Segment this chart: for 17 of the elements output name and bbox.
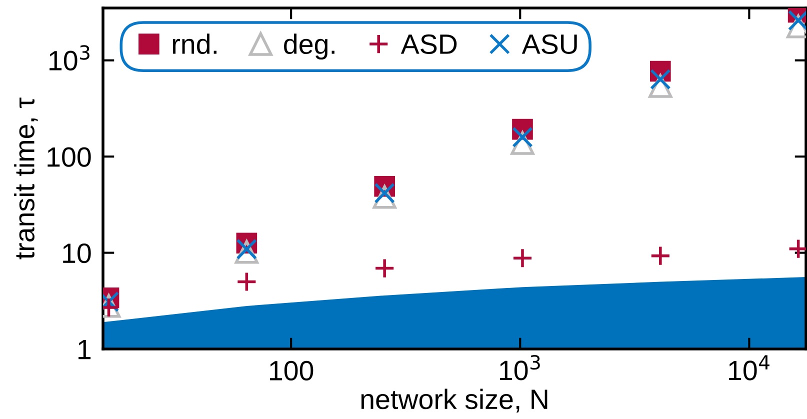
point [650, 245, 671, 266]
x-axis-title: network size, N [361, 388, 548, 412]
y-axis-title: transit time, τ [14, 98, 38, 260]
legend-label: deg. [284, 34, 334, 60]
x-tick-label: 10$^{4}$ [729, 355, 770, 380]
legend-label: rnd. [172, 34, 216, 54]
x-tick-label: 100 [270, 360, 314, 381]
y-tick-label: 10 [63, 243, 91, 264]
legend-label: ASD [400, 34, 457, 54]
point [374, 258, 395, 279]
y-tick-label: 10$^{3}$ [50, 45, 90, 70]
legend-label: ASU [522, 34, 577, 54]
y-tick-label: 100 [48, 147, 91, 167]
x-tick-label: 10$^{3}$ [500, 354, 540, 380]
y-tick-label: 1 [78, 340, 91, 360]
point [236, 271, 258, 292]
point [512, 248, 533, 269]
